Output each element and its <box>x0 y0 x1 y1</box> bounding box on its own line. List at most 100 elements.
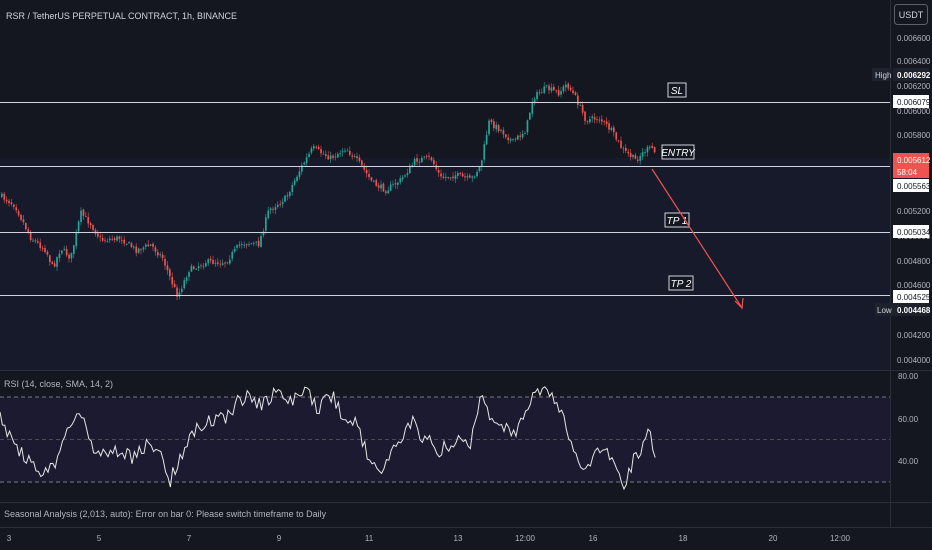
candle-body[interactable] <box>193 266 195 269</box>
candle-body[interactable] <box>447 177 450 178</box>
candle-body[interactable] <box>248 244 250 246</box>
candle-body[interactable] <box>116 236 118 241</box>
candle-body[interactable] <box>543 86 546 93</box>
candle-body[interactable] <box>109 238 111 241</box>
candle-body[interactable] <box>135 246 138 253</box>
candle-body[interactable] <box>478 166 481 172</box>
candle-body[interactable] <box>17 211 20 216</box>
candle-body[interactable] <box>205 263 207 267</box>
candle-body[interactable] <box>574 92 577 96</box>
candle-body[interactable] <box>209 258 212 261</box>
projection-arrow[interactable] <box>651 168 744 310</box>
candle-body[interactable] <box>97 233 99 237</box>
candle-body[interactable] <box>118 236 121 240</box>
candle-body[interactable] <box>589 119 591 123</box>
candle-body[interactable] <box>250 243 253 245</box>
candle-body[interactable] <box>620 140 622 148</box>
candle-body[interactable] <box>536 92 538 100</box>
candle-body[interactable] <box>627 151 630 154</box>
candle-body[interactable] <box>377 185 380 188</box>
candle-body[interactable] <box>73 245 75 254</box>
candle-body[interactable] <box>591 116 594 119</box>
candle-body[interactable] <box>3 193 6 200</box>
candle-body[interactable] <box>161 254 164 259</box>
candle-body[interactable] <box>145 244 147 247</box>
candle-body[interactable] <box>541 92 543 94</box>
candle-body[interactable] <box>329 155 332 159</box>
candle-body[interactable] <box>320 149 322 154</box>
candle-body[interactable] <box>555 90 558 92</box>
candle-body[interactable] <box>183 280 186 289</box>
candle-body[interactable] <box>277 204 279 207</box>
candle-body[interactable] <box>598 119 601 121</box>
candle-body[interactable] <box>25 223 27 230</box>
candle-body[interactable] <box>428 155 430 157</box>
candle-body[interactable] <box>380 184 382 189</box>
candle-body[interactable] <box>605 121 608 125</box>
candle-body[interactable] <box>37 241 39 243</box>
candle-body[interactable] <box>10 202 13 205</box>
candle-body[interactable] <box>5 199 8 202</box>
candle-body[interactable] <box>579 105 582 106</box>
candle-body[interactable] <box>565 84 567 88</box>
candle-body[interactable] <box>202 265 205 267</box>
candle-body[interactable] <box>27 229 30 234</box>
candle-body[interactable] <box>128 242 130 244</box>
candle-body[interactable] <box>46 251 49 255</box>
candle-body[interactable] <box>313 146 315 149</box>
level-tag-entry[interactable]: ENTRY <box>661 144 696 160</box>
rsi-title[interactable]: RSI (14, close, SMA, 14, 2) <box>4 379 113 389</box>
candle-body[interactable] <box>291 184 294 192</box>
candle-body[interactable] <box>521 133 524 138</box>
candle-body[interactable] <box>315 146 318 148</box>
candle-body[interactable] <box>327 155 330 160</box>
candle-body[interactable] <box>15 207 18 211</box>
candle-body[interactable] <box>231 252 234 259</box>
candle-body[interactable] <box>41 247 44 249</box>
candle-body[interactable] <box>13 204 15 207</box>
candle-body[interactable] <box>353 156 356 157</box>
candle-body[interactable] <box>368 173 370 178</box>
candle-body[interactable] <box>51 261 54 264</box>
candle-body[interactable] <box>641 152 644 157</box>
candle-body[interactable] <box>452 176 454 179</box>
currency-button-box[interactable] <box>894 4 928 25</box>
candle-body[interactable] <box>401 177 404 180</box>
candle-body[interactable] <box>181 288 183 292</box>
candle-body[interactable] <box>236 245 238 248</box>
candle-body[interactable] <box>212 259 214 264</box>
candle-body[interactable] <box>77 221 80 232</box>
candle-body[interactable] <box>58 253 61 259</box>
candle-body[interactable] <box>94 229 97 234</box>
candle-body[interactable] <box>89 223 92 226</box>
candle-body[interactable] <box>293 180 296 185</box>
candle-body[interactable] <box>483 144 486 160</box>
candle-body[interactable] <box>346 150 349 152</box>
candle-body[interactable] <box>406 173 409 176</box>
candle-body[interactable] <box>337 153 339 158</box>
candle-body[interactable] <box>459 172 462 174</box>
candle-body[interactable] <box>298 171 301 177</box>
candle-body[interactable] <box>603 121 606 123</box>
candle-body[interactable] <box>267 210 270 219</box>
candle-body[interactable] <box>557 89 560 96</box>
candle-body[interactable] <box>651 145 654 148</box>
candle-body[interactable] <box>485 134 488 145</box>
candle-body[interactable] <box>257 240 260 247</box>
candle-body[interactable] <box>111 238 114 240</box>
candle-body[interactable] <box>238 244 241 246</box>
level-tag-sl[interactable]: SL <box>667 82 687 98</box>
candle-body[interactable] <box>159 254 162 256</box>
symbol-title[interactable]: RSR / TetherUS PERPETUAL CONTRACT, 1h, B… <box>6 11 237 21</box>
candle-body[interactable] <box>130 242 133 248</box>
candle-body[interactable] <box>646 147 649 153</box>
candle-body[interactable] <box>509 139 512 141</box>
candle-body[interactable] <box>195 269 198 271</box>
candle-body[interactable] <box>123 239 126 244</box>
candle-body[interactable] <box>166 265 169 271</box>
candle-body[interactable] <box>512 138 514 140</box>
candle-body[interactable] <box>99 236 102 238</box>
candle-body[interactable] <box>241 244 243 246</box>
candle-body[interactable] <box>548 85 550 91</box>
